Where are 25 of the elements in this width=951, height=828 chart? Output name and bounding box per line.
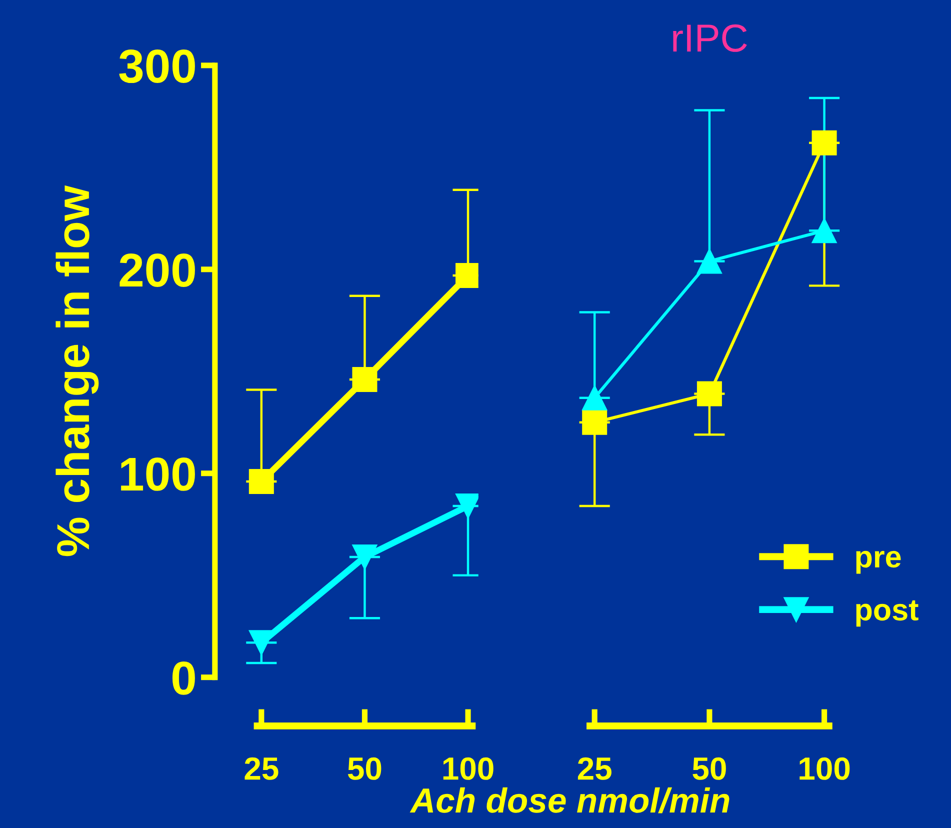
point	[582, 385, 608, 410]
x-tick-label: 50	[692, 757, 726, 780]
point	[582, 410, 608, 435]
point	[812, 218, 837, 244]
x-tick-label: 100	[443, 757, 494, 780]
point	[352, 544, 378, 570]
y-tick-label: 300	[119, 50, 195, 84]
point	[248, 469, 274, 494]
y-tick-label: 0	[172, 661, 195, 695]
point	[352, 367, 378, 392]
point	[248, 630, 274, 656]
legend-label: pre	[856, 550, 901, 574]
x-axis-title: Ach dose nmol/min	[410, 787, 730, 814]
x-tick-label: 100	[800, 757, 850, 780]
y-tick-label: 200	[120, 254, 195, 287]
x-tick-label: 25	[244, 757, 278, 780]
legend-label: post	[856, 600, 918, 627]
point	[812, 130, 837, 156]
point	[696, 248, 722, 274]
chart-title: rIPC	[673, 24, 747, 52]
point	[696, 381, 722, 406]
x-tick-label: 25	[578, 757, 612, 780]
y-axis-title: % change in flow	[56, 185, 99, 556]
x-tick-label: 50	[348, 757, 382, 780]
y-tick-label: 100	[121, 457, 195, 491]
